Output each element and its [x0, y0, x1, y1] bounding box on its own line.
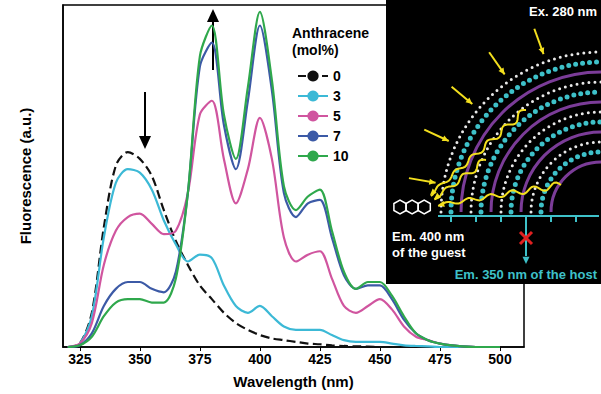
svg-text:5: 5 [333, 108, 341, 124]
svg-text:(mol%): (mol%) [292, 42, 339, 58]
svg-text:0: 0 [333, 68, 341, 84]
svg-text:7: 7 [333, 128, 341, 144]
svg-text:325: 325 [68, 351, 92, 367]
svg-text:Em. 400 nm: Em. 400 nm [392, 229, 464, 244]
svg-text:Anthracene: Anthracene [292, 25, 369, 41]
svg-text:10: 10 [333, 148, 349, 164]
svg-text:Wavelength (nm): Wavelength (nm) [233, 373, 353, 390]
svg-text:3: 3 [333, 88, 341, 104]
svg-text:Fluorescence (a.u.): Fluorescence (a.u.) [17, 108, 34, 245]
svg-text:475: 475 [428, 351, 452, 367]
svg-text:of the guest: of the guest [392, 245, 466, 260]
svg-text:375: 375 [188, 351, 212, 367]
svg-text:500: 500 [488, 351, 512, 367]
svg-text:350: 350 [128, 351, 152, 367]
svg-text:Em. 350 nm of the host: Em. 350 nm of the host [455, 267, 598, 282]
svg-text:400: 400 [248, 351, 272, 367]
svg-text:425: 425 [308, 351, 332, 367]
svg-text:Ex. 280 nm: Ex. 280 nm [529, 4, 597, 19]
svg-text:450: 450 [368, 351, 392, 367]
